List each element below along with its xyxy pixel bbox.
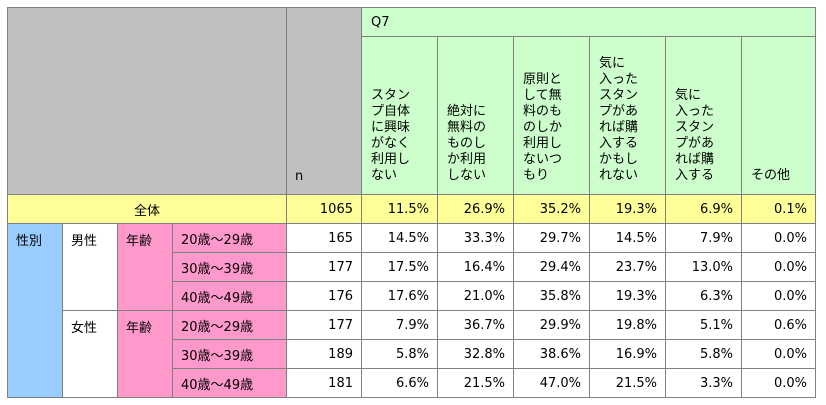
n-value: 181 (286, 368, 362, 398)
percent-value: 21.5% (589, 368, 666, 398)
age-label: 20歳～29歳 (172, 223, 287, 253)
percent-value: 6.6% (361, 368, 438, 398)
percent-value: 35.8% (513, 281, 590, 311)
n-header: n (286, 7, 362, 195)
percent-value: 29.4% (513, 252, 590, 282)
percent-value: 19.8% (589, 310, 666, 340)
n-value: 176 (286, 281, 362, 311)
option-label: 原則と して無 料のも のしか 利用し ないつ もり (523, 72, 563, 183)
percent-value: 29.7% (513, 223, 590, 253)
percent-value: 0.6% (740, 310, 817, 340)
percent-value: 16.9% (589, 339, 666, 369)
gender-label: 女性 (62, 310, 118, 398)
option-label: 気に 入った スタン プがあ れば購 入する かもし れない (599, 56, 639, 183)
option-label: スタン プ自体 に興味 がなく 利用し ない (371, 88, 411, 183)
option-header: その他 (740, 36, 817, 195)
table-row: 30歳～39歳 189 5.8% 32.8% 38.6% 16.9% 5.8% … (8, 339, 817, 369)
percent-value: 23.7% (589, 252, 666, 282)
option-header: 気に 入った スタン プがあ れば購 入する (665, 36, 742, 195)
percent-value: 21.5% (437, 368, 514, 398)
percent-value: 5.1% (665, 310, 742, 340)
gender-label: 男性 (62, 223, 118, 311)
option-header: 気に 入った スタン プがあ れば購 入する かもし れない (589, 36, 666, 195)
option-label: その他 (751, 168, 791, 183)
age-group-label: 年齢 (117, 223, 173, 311)
percent-value: 0.0% (740, 281, 817, 311)
total-label: 全体 (7, 194, 287, 224)
total-value: 35.2% (513, 194, 590, 224)
percent-value: 0.0% (740, 223, 817, 253)
option-label: 気に 入った スタン プがあ れば購 入する (675, 88, 715, 183)
percent-value: 17.6% (361, 281, 438, 311)
percent-value: 5.8% (361, 339, 438, 369)
n-value: 177 (286, 310, 362, 340)
total-value: 11.5% (361, 194, 438, 224)
n-value: 165 (286, 223, 362, 253)
percent-value: 14.5% (589, 223, 666, 253)
age-label: 40歳～49歳 (172, 368, 287, 398)
total-value: 6.9% (665, 194, 742, 224)
n-value: 189 (286, 339, 362, 369)
option-header: スタン プ自体 に興味 がなく 利用し ない (361, 36, 438, 195)
age-label: 40歳～49歳 (172, 281, 287, 311)
n-value: 177 (286, 252, 362, 282)
age-label: 20歳～29歳 (172, 310, 287, 340)
table-row: 性別 男性 年齢 20歳～29歳 165 14.5% 33.3% 29.7% 1… (7, 223, 817, 398)
percent-value: 47.0% (513, 368, 590, 398)
percent-value: 32.8% (437, 339, 514, 369)
survey-table: n Q7 スタン プ自体 に興味 がなく 利用し ない 絶対に 無料の ものし … (7, 7, 817, 398)
age-label: 30歳～39歳 (172, 339, 287, 369)
percent-value: 14.5% (361, 223, 438, 253)
percent-value: 36.7% (437, 310, 514, 340)
table-row: 30歳～39歳 177 17.5% 16.4% 29.4% 23.7% 13.0… (8, 252, 817, 282)
percent-value: 3.3% (665, 368, 742, 398)
percent-value: 17.5% (361, 252, 438, 282)
percent-value: 7.9% (665, 223, 742, 253)
total-n: 1065 (286, 194, 362, 224)
table-row: 女性 年齢 20歳～29歳 177 7.9% 36.7% 29.9% 19.8%… (8, 310, 817, 398)
percent-value: 6.3% (665, 281, 742, 311)
percent-value: 0.0% (740, 368, 817, 398)
percent-value: 13.0% (665, 252, 742, 282)
percent-value: 16.4% (437, 252, 514, 282)
percent-value: 29.9% (513, 310, 590, 340)
age-label: 30歳～39歳 (172, 252, 287, 282)
percent-value: 5.8% (665, 339, 742, 369)
header-corner (7, 7, 287, 195)
option-header: 原則と して無 料のも のしか 利用し ないつ もり (513, 36, 590, 195)
total-row: 全体 1065 11.5% 26.9% 35.2% 19.3% 6.9% 0.1… (7, 194, 817, 224)
percent-value: 0.0% (740, 252, 817, 282)
table-row: 40歳～49歳 181 6.6% 21.5% 47.0% 21.5% 3.3% … (8, 368, 817, 398)
percent-value: 21.0% (437, 281, 514, 311)
header-row-options: スタン プ自体 に興味 がなく 利用し ない 絶対に 無料の ものし か利用 し… (8, 36, 817, 195)
total-value: 0.1% (740, 194, 817, 224)
percent-value: 19.3% (589, 281, 666, 311)
header-row-question: n Q7 (7, 7, 817, 195)
percent-value: 38.6% (513, 339, 590, 369)
percent-value: 7.9% (361, 310, 438, 340)
option-header: 絶対に 無料の ものし か利用 しない (437, 36, 514, 195)
percent-value: 33.3% (437, 223, 514, 253)
gender-group-label: 性別 (7, 223, 63, 398)
total-value: 19.3% (589, 194, 666, 224)
age-group-label: 年齢 (117, 310, 173, 398)
total-value: 26.9% (437, 194, 514, 224)
percent-value: 0.0% (740, 339, 817, 369)
option-label: 絶対に 無料の ものし か利用 しない (447, 104, 487, 183)
question-header: Q7 (360, 7, 817, 37)
